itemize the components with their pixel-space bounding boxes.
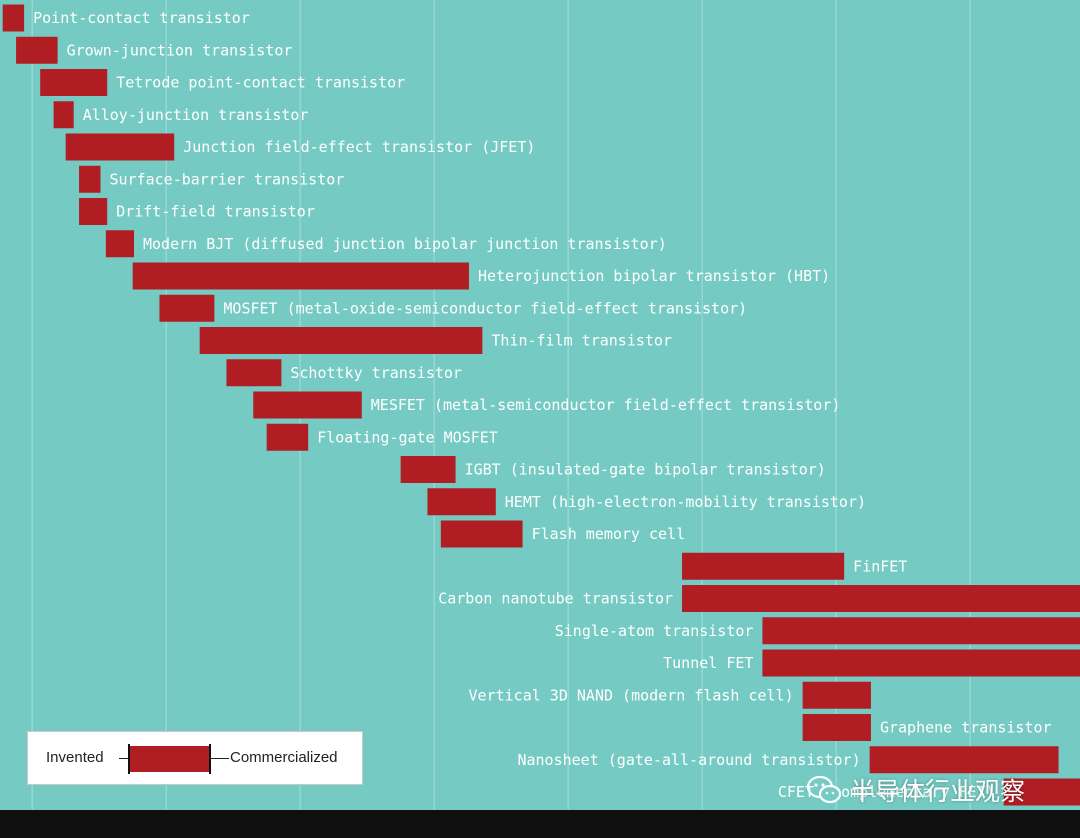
bar-label-10: Thin-film transistor [491, 332, 672, 350]
bar-label-5: Surface-barrier transistor [109, 170, 344, 188]
bar-3 [53, 101, 74, 129]
bar-21 [802, 681, 871, 709]
bar-label-4: Junction field-effect transistor (JFET) [183, 138, 535, 156]
bar-label-13: Floating-gate MOSFET [317, 428, 498, 446]
legend-invented-tick [128, 744, 130, 774]
bar-20 [762, 649, 1080, 677]
bar-24 [1003, 778, 1080, 806]
legend-commercialized-tick [209, 744, 211, 774]
bar-23 [869, 746, 1059, 774]
bar-9 [159, 294, 215, 322]
bar-14 [400, 456, 456, 483]
watermark: 半导体行业观察 [806, 770, 1025, 810]
legend-left-line [119, 758, 130, 759]
legend: Invented Commercialized [27, 731, 363, 785]
bar-10 [199, 327, 483, 354]
bar-label-22: Graphene transistor [880, 719, 1052, 737]
bar-5 [79, 165, 101, 193]
x-axis-band [0, 810, 1080, 838]
label-layer: Point-contact transistor Grown-junction t… [33, 9, 1051, 801]
watermark-text: 半导体行业观察 [850, 777, 1026, 806]
bar-1 [16, 36, 58, 64]
legend-invented-label: Invented [46, 749, 104, 766]
bar-6 [79, 198, 108, 225]
bar-label-2: Tetrode point-contact transistor [116, 74, 405, 92]
bar-label-19: Single-atom transistor [555, 622, 754, 640]
bar-label-0: Point-contact transistor [33, 9, 250, 27]
wechat-icon [806, 775, 842, 804]
bar-label-11: Schottky transistor [290, 364, 462, 382]
bar-19 [762, 617, 1080, 645]
bar-label-6: Drift-field transistor [116, 203, 315, 221]
bar-13 [266, 423, 309, 451]
bar-label-3: Alloy-junction transistor [83, 106, 309, 124]
bar-label-15: HEMT (high-electron-mobility transistor) [505, 493, 866, 511]
bar-label-16: Flash memory cell [532, 525, 686, 543]
bar-label-21: Vertical 3D NAND (modern flash cell) [469, 686, 794, 704]
bar-22 [802, 714, 871, 741]
bar-8 [132, 262, 469, 290]
bar-label-18: Carbon nanotube transistor [438, 590, 673, 608]
bar-label-1: Grown-junction transistor [67, 41, 293, 59]
bar-0 [2, 4, 25, 32]
legend-right-line [210, 758, 229, 759]
bar-12 [253, 391, 362, 419]
bar-15 [427, 488, 496, 516]
bar-4 [65, 133, 175, 161]
bar-11 [226, 359, 282, 387]
bar-label-9: MOSFET (metal-oxide-semiconductor field-… [223, 299, 747, 317]
bar-label-7: Modern BJT (diffused junction bipolar ju… [143, 235, 667, 253]
bar-label-8: Heterojunction bipolar transistor (HBT) [478, 267, 830, 285]
bar-17 [682, 552, 845, 580]
bar-label-20: Tunnel FET [663, 654, 753, 672]
bar-7 [105, 230, 134, 258]
bar-2 [40, 69, 108, 96]
bar-layer [2, 4, 1080, 806]
bar-label-14: IGBT (insulated-gate bipolar transistor) [465, 461, 826, 479]
legend-commercialized-label: Commercialized [230, 749, 338, 766]
bar-label-17: FinFET [853, 557, 907, 575]
legend-bar-swatch [129, 746, 211, 772]
bar-label-12: MESFET (metal-semiconductor field-effect… [371, 396, 841, 414]
bar-label-23: Nanosheet (gate-all-around transistor) [517, 751, 860, 769]
bar-18 [682, 585, 1080, 612]
bar-16 [440, 520, 523, 548]
